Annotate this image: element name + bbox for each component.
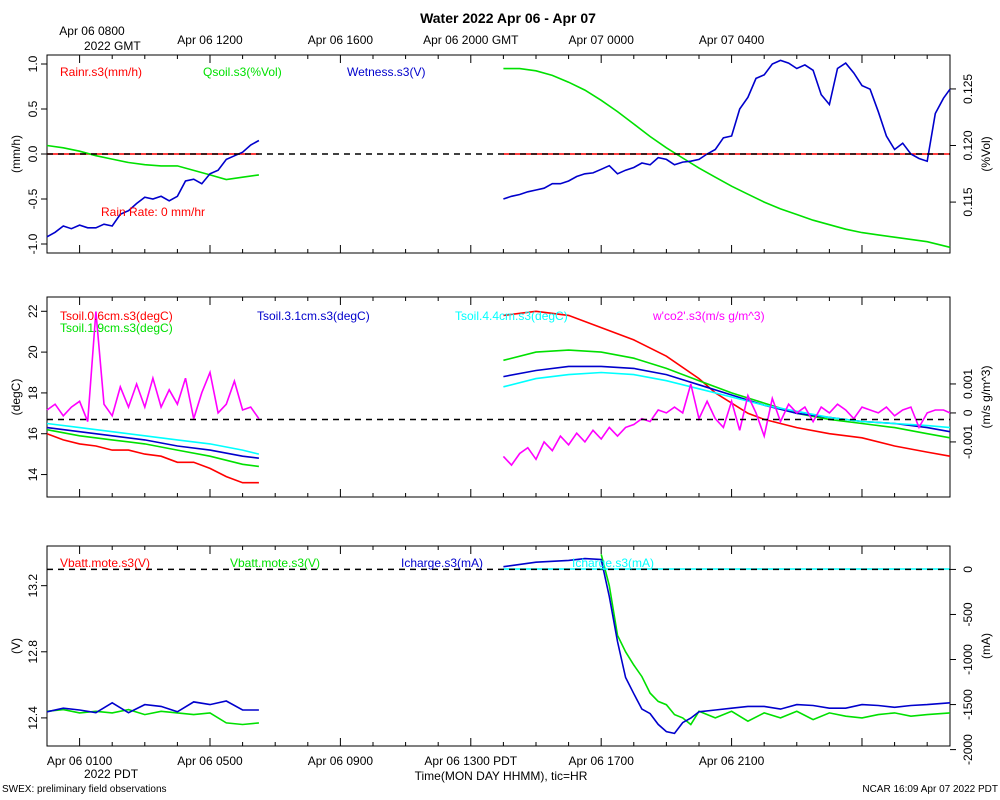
y-right-tick-label: -1500 <box>961 689 975 720</box>
series-line <box>46 700 259 714</box>
top-axis-label: Apr 07 0000 <box>568 33 634 47</box>
y-right-tick-label: 0.120 <box>961 130 975 160</box>
series-line <box>600 554 951 726</box>
bottom-axis-label: Apr 06 1700 <box>568 754 634 768</box>
legend-entry: Tsoil.4.4cm.s3(degC) <box>455 309 568 323</box>
top-axis-label: Apr 06 1200 <box>177 33 243 47</box>
series-line <box>46 422 260 455</box>
y-left-label: (mm/h) <box>9 135 23 173</box>
y-right-tick-label: 0 <box>961 566 975 573</box>
bottom-axis-label: Apr 06 0500 <box>177 754 243 768</box>
footer-left: SWEX: preliminary field observations <box>2 784 167 795</box>
y-left-tick-label: 1.0 <box>26 55 40 72</box>
top-axis-label: Apr 06 2000 GMT <box>423 33 519 47</box>
panel-3: 13.2 12.8 12.4 0 -500 -1000 -1500 -2000 (V) (mA) V… <box>9 545 993 765</box>
top-axis-label: Apr 06 1600 <box>308 33 374 47</box>
series-line <box>503 365 951 433</box>
y-left-tick-label: -1.0 <box>26 233 40 254</box>
chart-title: Water 2022 Apr 06 - Apr 07 <box>420 10 596 26</box>
y-right-label: (%Vol) <box>979 136 993 171</box>
top-axis-label: Apr 06 0800 <box>59 24 125 38</box>
series-line <box>503 67 951 249</box>
series-line <box>46 708 259 726</box>
y-left-tick-label: 14 <box>26 468 40 482</box>
series-line <box>503 310 951 457</box>
x-axis-label: Time(MON DAY HHMM), tic=HR <box>415 769 588 783</box>
legend-entry: Wetness.s3(V) <box>347 65 425 79</box>
series-line <box>503 59 951 200</box>
bottom-axis-label: Apr 06 1300 PDT <box>424 754 517 768</box>
panel-1: 1.0 0.5 0.0 -0.5 -1.0 0.125 0.120 0.115 (mm/h) (%… <box>9 54 993 254</box>
legend-entry: Qsoil.s3(%Vol) <box>203 65 282 79</box>
series-line <box>46 144 260 181</box>
series-line <box>503 349 951 439</box>
legend-entry: Vbatt.mote.s3(V) <box>230 556 320 570</box>
rain-rate-annotation: Rain Rate: 0 mm/hr <box>101 205 205 219</box>
series-line <box>502 383 951 467</box>
panels: 1.0 0.5 0.0 -0.5 -1.0 0.125 0.120 0.115 (mm/h) (%… <box>9 54 993 765</box>
y-left-tick-label: 12.8 <box>26 640 40 664</box>
bottom-axis-label: Apr 06 2100 <box>699 754 765 768</box>
panel-2: 22 20 18 16 14 0.001 0 -0.001 (degC) (m/s g/m^3) T… <box>9 296 993 498</box>
time-axes: Apr 06 0800 Apr 06 0100 Apr 06 1200 Apr 06 … <box>46 24 928 768</box>
y-left-label: (V) <box>9 638 23 654</box>
top-axis-year-label: 2022 GMT <box>84 39 141 53</box>
y-left-tick-label: 0.0 <box>26 145 40 162</box>
y-left-tick-label: 22 <box>26 304 40 318</box>
y-right-tick-label: -0.001 <box>961 425 975 459</box>
footer-right: NCAR 16:09 Apr 07 2022 PDT <box>862 784 998 795</box>
y-left-tick-label: 20 <box>26 345 40 359</box>
y-right-tick-label: 0.001 <box>961 369 975 399</box>
series-line <box>46 311 260 422</box>
y-left-tick-label: 18 <box>26 386 40 400</box>
legend-entry: w'co2'.s3(m/s g/m^3) <box>652 309 765 323</box>
bottom-axis-label: Apr 06 0100 <box>47 754 113 768</box>
series-line <box>46 139 260 238</box>
bottom-axis-label: Apr 06 0900 <box>308 754 374 768</box>
y-right-label: (m/s g/m^3) <box>979 366 993 429</box>
series-line <box>503 371 951 429</box>
series-line <box>46 432 259 484</box>
y-left-tick-label: -0.5 <box>26 188 40 209</box>
y-left-tick-label: 16 <box>26 427 40 441</box>
y-right-tick-label: -1000 <box>961 644 975 675</box>
legend-entry: Tsoil.0.6cm.s3(degC) <box>60 309 173 323</box>
bottom-axis-year-label: 2022 PDT <box>84 767 139 781</box>
series-line <box>503 557 951 735</box>
y-right-label: (mA) <box>979 633 993 659</box>
y-right-tick-label: 0.115 <box>961 187 975 216</box>
legend-entry: Icharge.s3(mA) <box>572 556 654 570</box>
y-left-tick-label: 12.4 <box>26 706 40 730</box>
legend-entry: Tsoil.1.9cm.s3(degC) <box>60 321 173 335</box>
y-right-tick-label: 0 <box>961 409 975 416</box>
legend-entry: Tsoil.3.1cm.s3(degC) <box>257 309 370 323</box>
legend-entry: Icharge.s3(mA) <box>401 556 483 570</box>
y-left-tick-label: 13.2 <box>26 574 40 598</box>
legend-entry: Vbatt.mote.s3(V) <box>60 556 150 570</box>
series-line <box>46 428 260 468</box>
series-line <box>46 426 259 459</box>
y-right-tick-label: -2000 <box>961 734 975 765</box>
legend-entry: Rainr.s3(mm/h) <box>60 65 142 79</box>
panel-frame <box>46 545 951 747</box>
panel-frame <box>46 296 951 498</box>
top-axis-label: Apr 07 0400 <box>699 33 765 47</box>
y-left-tick-label: 0.5 <box>26 100 40 117</box>
y-right-tick-label: 0.125 <box>961 74 975 104</box>
y-right-tick-label: -500 <box>961 602 975 626</box>
y-left-label: (degC) <box>9 379 23 416</box>
